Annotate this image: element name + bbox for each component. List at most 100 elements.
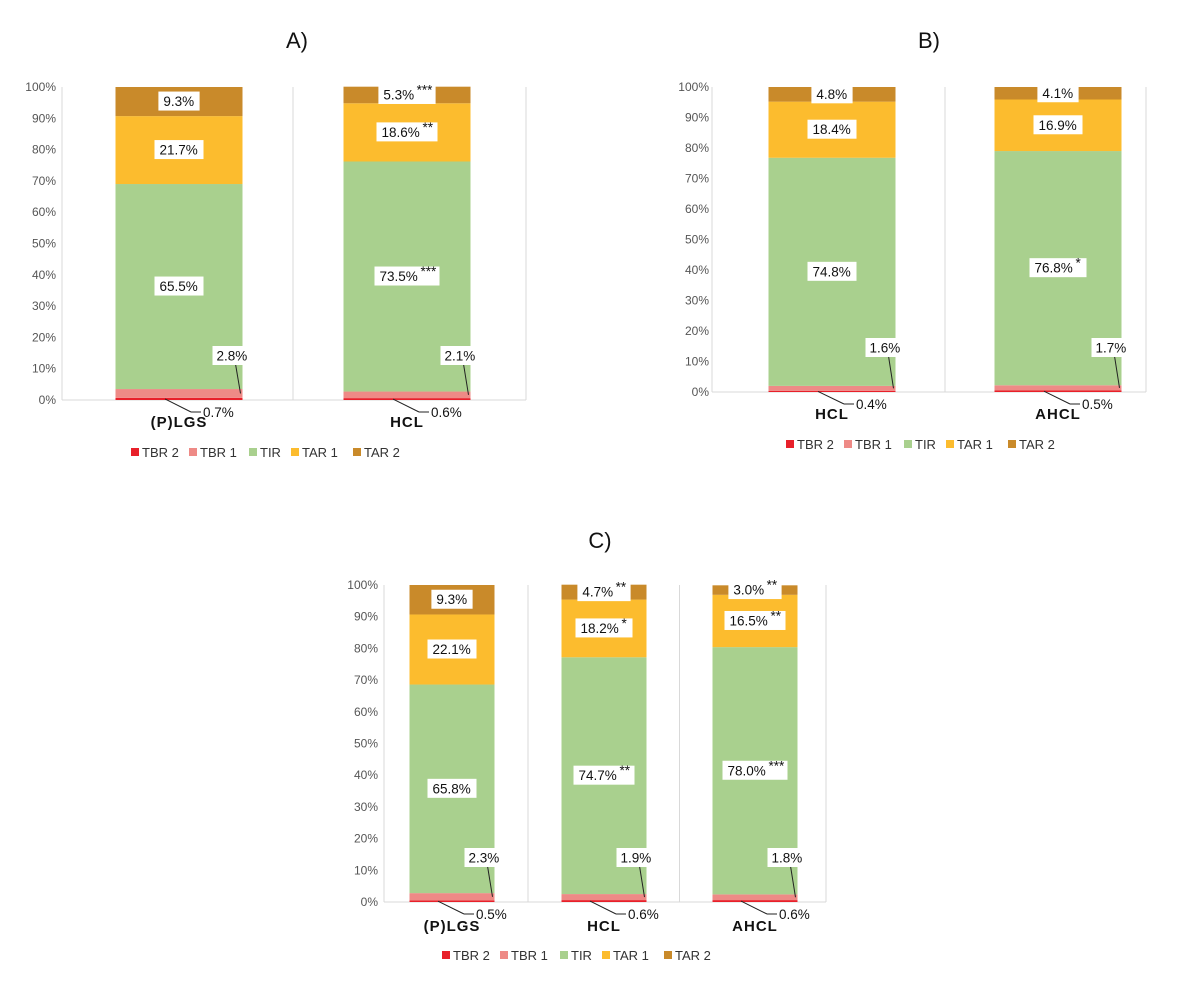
- data-label-tbr-1: 1.7%: [1096, 341, 1127, 356]
- data-label-tbr-1: 2.1%: [445, 349, 476, 364]
- leader-line-tbr-2: [164, 398, 192, 413]
- bar-segment-tbr-2: [561, 900, 647, 902]
- y-tick-label: 40%: [354, 768, 378, 782]
- significance-stars: **: [423, 120, 434, 135]
- data-label-box: [1029, 258, 1087, 278]
- significance-stars: **: [616, 580, 627, 595]
- significance-stars: ***: [421, 264, 438, 279]
- data-label-box: [374, 266, 440, 286]
- leader-line-tbr-2: [589, 900, 617, 915]
- data-label-box: [1037, 83, 1079, 103]
- legend-label: TIR: [571, 948, 592, 963]
- category-label: HCL: [390, 414, 424, 431]
- bar-segment-tbr-2: [409, 900, 495, 902]
- data-label-box: [464, 848, 504, 867]
- legend-label: TBR 1: [855, 437, 892, 452]
- significance-stars: ***: [769, 758, 786, 773]
- data-label-tir: 65.5%: [160, 279, 198, 294]
- category-label: AHCL: [1035, 406, 1081, 423]
- category-label: HCL: [587, 918, 621, 935]
- y-tick-label: 40%: [685, 263, 709, 277]
- bar-segment-tbr-1: [768, 385, 896, 391]
- leader-line-tbr-1: [487, 865, 493, 897]
- data-label-tir: 74.7%: [579, 768, 617, 783]
- data-label-tar-2: 4.8%: [816, 87, 847, 102]
- category-label: (P)LGS: [424, 918, 481, 935]
- data-label-tar-2: 5.3%: [383, 87, 414, 102]
- data-label-box: [575, 618, 633, 638]
- chart-panel-c: C) 0% 10% 20% 30% 40% 50% 60% 70% 80% 90% 100% 65.8%…: [347, 528, 827, 963]
- data-label-box: [573, 765, 635, 785]
- data-label-tar-2: 4.7%: [582, 585, 613, 600]
- y-tick-label: 30%: [32, 299, 56, 313]
- category-label: AHCL: [732, 918, 778, 935]
- leader-line-tbr-2: [817, 390, 845, 405]
- y-tick-label: 0%: [39, 393, 57, 407]
- data-label-box: [722, 760, 788, 780]
- category-label: (P)LGS: [151, 414, 208, 431]
- chart-title: A): [286, 28, 308, 53]
- y-tick-label: 20%: [354, 832, 378, 846]
- y-tick-label: 0%: [692, 385, 710, 399]
- y-tick-label: 50%: [685, 233, 709, 247]
- data-label-tir: 76.8%: [1035, 261, 1073, 276]
- data-label-box: [1033, 115, 1083, 135]
- y-tick-label: 10%: [685, 355, 709, 369]
- y-tick-label: 20%: [32, 330, 56, 344]
- y-tick-label: 70%: [32, 174, 56, 188]
- bar-segment-tbr-1: [994, 385, 1122, 391]
- legend-label: TBR 2: [453, 948, 490, 963]
- legend-swatch: [353, 448, 361, 456]
- leader-line-tbr-1: [1114, 355, 1120, 388]
- category-label: HCL: [815, 406, 849, 423]
- data-label-tar-1: 16.5%: [730, 613, 768, 628]
- data-label-tar-2: 9.3%: [163, 94, 194, 109]
- data-label-tbr-2: 0.4%: [856, 397, 887, 412]
- data-label-tar-2: 4.1%: [1042, 86, 1073, 101]
- legend-label: TAR 1: [302, 445, 338, 460]
- data-label-tbr-2: 0.5%: [1082, 397, 1113, 412]
- legend-label: TAR 2: [364, 445, 400, 460]
- leader-line-tbr-1: [790, 865, 796, 898]
- data-label-box: [1091, 338, 1131, 357]
- legend-label: TBR 1: [511, 948, 548, 963]
- data-label-tar-2: 9.3%: [436, 592, 467, 607]
- significance-stars: ***: [417, 82, 434, 97]
- data-label-tar-1: 18.4%: [813, 122, 851, 137]
- data-label-box: [378, 84, 436, 104]
- data-label-tir: 74.8%: [813, 264, 851, 279]
- bar-segment-tbr-1: [712, 894, 798, 901]
- legend-swatch: [560, 951, 568, 959]
- data-label-box: [376, 122, 438, 142]
- data-label-tbr-2: 0.6%: [628, 907, 659, 922]
- data-label-box: [154, 276, 204, 296]
- legend-swatch: [602, 951, 610, 959]
- bar-segment-tbr-1: [409, 893, 495, 901]
- data-label-tar-1: 22.1%: [433, 642, 471, 657]
- data-label-tir: 78.0%: [728, 763, 766, 778]
- data-label-tbr-1: 1.8%: [772, 851, 803, 866]
- legend-label: TAR 2: [1019, 437, 1055, 452]
- legend-swatch: [786, 440, 794, 448]
- data-label-box: [616, 848, 656, 867]
- y-tick-label: 80%: [354, 641, 378, 655]
- chart-panel-a: A) 0% 10% 20% 30% 40% 50% 60% 70% 80% 90% 100% 65.5%…: [25, 28, 527, 460]
- leader-line-tbr-2: [392, 398, 420, 413]
- legend-swatch: [442, 951, 450, 959]
- legend-label: TBR 2: [797, 437, 834, 452]
- data-label-tbr-1: 1.9%: [621, 851, 652, 866]
- data-label-tar-1: 16.9%: [1039, 118, 1077, 133]
- significance-stars: *: [622, 616, 628, 631]
- legend-swatch: [904, 440, 912, 448]
- legend-label: TAR 2: [675, 948, 711, 963]
- data-label-box: [865, 338, 905, 357]
- y-tick-label: 90%: [32, 111, 56, 125]
- legend-label: TBR 2: [142, 445, 179, 460]
- significance-stars: *: [1076, 256, 1082, 271]
- y-tick-label: 100%: [25, 80, 56, 94]
- data-label-box: [440, 346, 480, 365]
- significance-stars: **: [620, 763, 631, 778]
- data-label-tbr-1: 1.6%: [870, 341, 901, 356]
- y-tick-label: 90%: [685, 111, 709, 125]
